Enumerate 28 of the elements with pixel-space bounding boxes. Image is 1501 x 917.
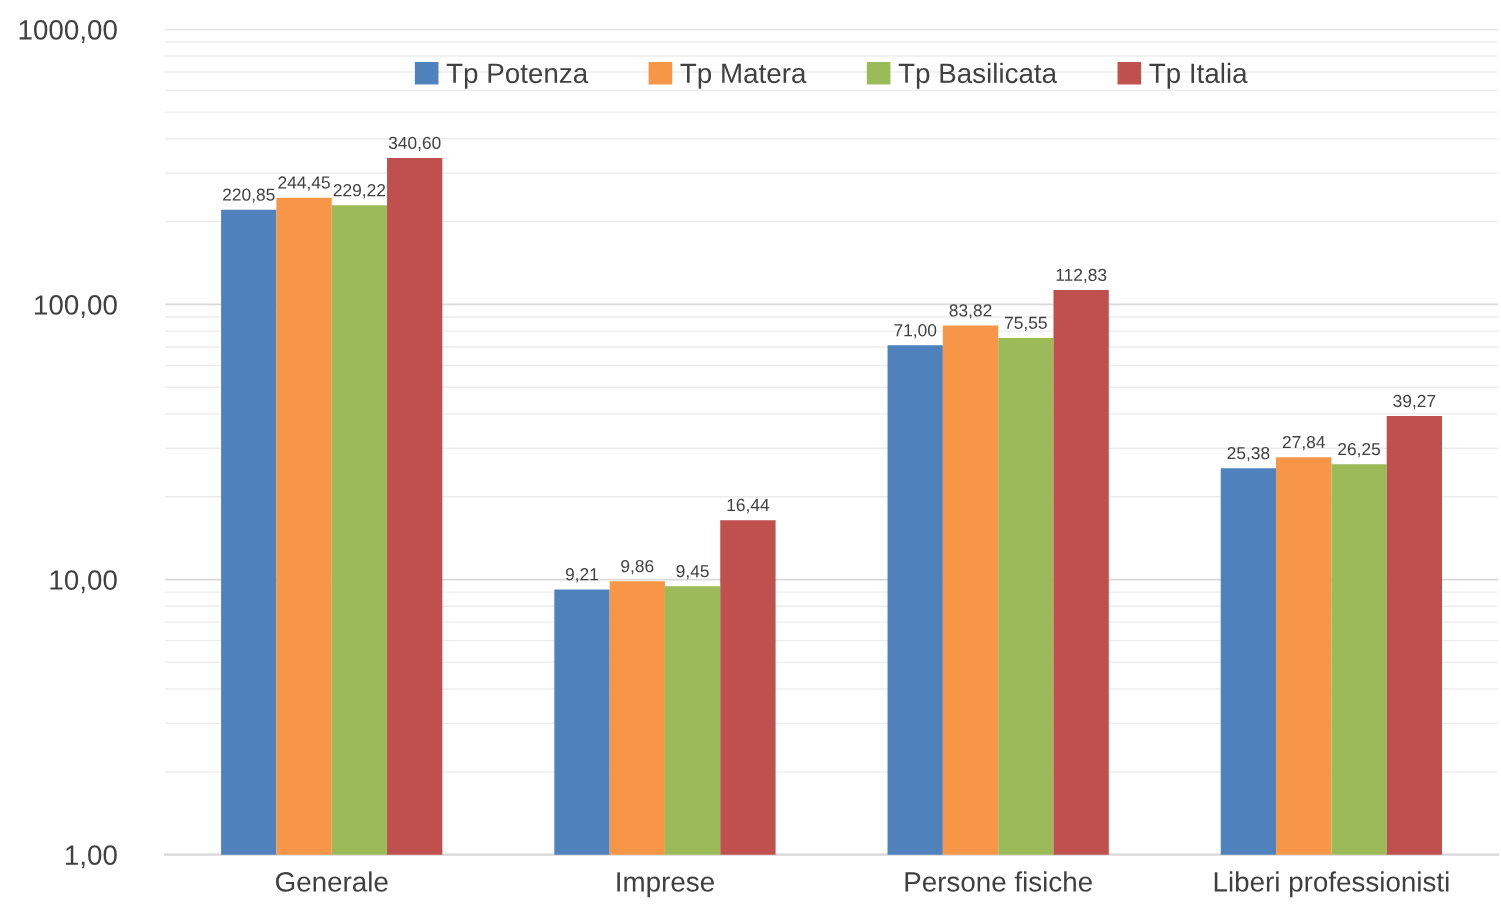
data-label: 39,27	[1393, 394, 1436, 410]
x-tick-label: Imprese	[617, 872, 714, 898]
data-label: 71,00	[894, 324, 937, 339]
y-tick-label: 1000,00	[19, 20, 117, 43]
x-tick-label: Liberi professionisti	[1214, 871, 1449, 898]
data-label: 27,84	[1282, 435, 1325, 451]
data-label: 9,86	[621, 559, 654, 575]
data-label: 340,60	[388, 136, 441, 152]
y-tick-label: 100,00	[35, 295, 117, 319]
data-label: 112,83	[1056, 268, 1107, 284]
legend-label: Tp Italia	[1149, 62, 1248, 89]
data-label: 26,25	[1338, 442, 1381, 458]
data-label: 229,22	[333, 184, 386, 199]
data-label: 83,82	[949, 304, 992, 319]
y-tick-label: 1,00	[65, 845, 117, 869]
legend-label: Tp Basilicata	[898, 62, 1058, 89]
data-label: 220,85	[223, 188, 275, 203]
data-label: 25,38	[1227, 446, 1270, 462]
data-label: 9,45	[676, 565, 709, 580]
y-tick-label: 10,00	[50, 570, 117, 594]
data-label: 9,21	[565, 568, 599, 583]
x-tick-label: Persone fisiche	[905, 871, 1092, 892]
data-label: 16,44	[727, 498, 770, 514]
x-tick-label: Generale	[275, 871, 388, 892]
legend-label: Tp Matera	[680, 63, 807, 89]
legend-label: Tp Potenza	[446, 63, 589, 89]
data-label: 75,55	[1004, 316, 1047, 332]
data-label: 244,45	[278, 176, 330, 191]
